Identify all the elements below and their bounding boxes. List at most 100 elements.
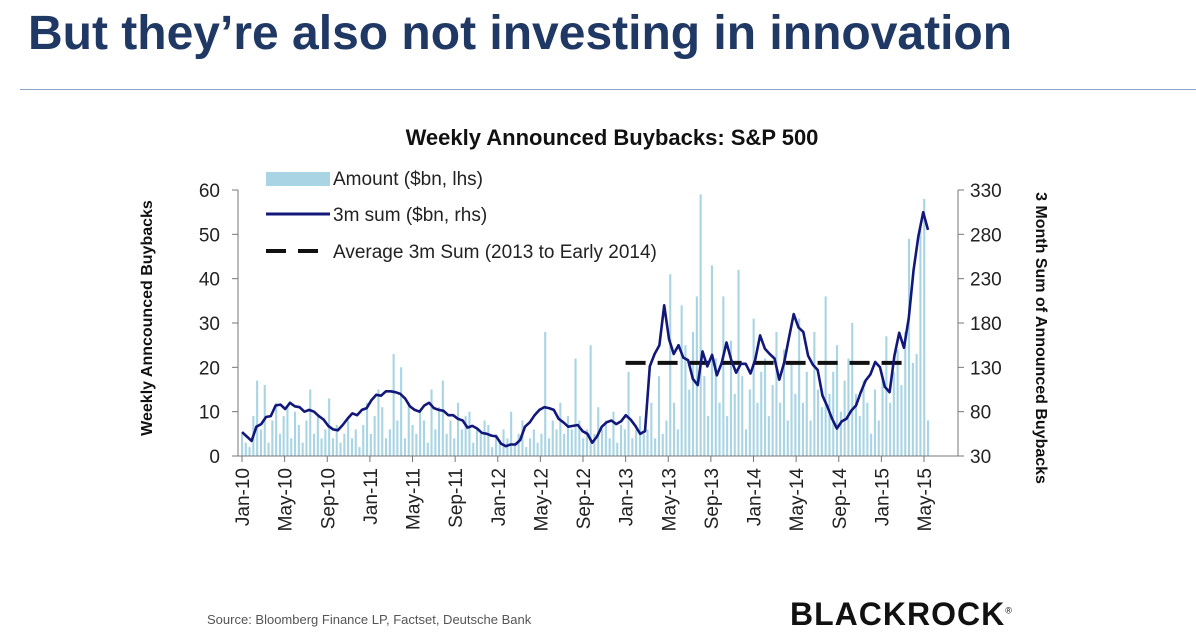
bar-amount — [441, 380, 444, 456]
bar-amount — [544, 331, 547, 456]
bar-amount — [517, 433, 520, 456]
bar-amount — [472, 442, 475, 456]
bar-amount — [881, 376, 884, 456]
bar-amount — [278, 433, 281, 456]
bar-amount — [707, 416, 710, 456]
bar-amount — [801, 402, 804, 456]
bar-amount — [695, 296, 698, 456]
bar-amount — [756, 402, 759, 456]
bar-amount — [809, 420, 812, 456]
bar-amount — [779, 402, 782, 456]
bar-amount — [817, 389, 820, 456]
legend-label-amount: Amount ($bn, lhs) — [333, 169, 483, 190]
bar-amount — [305, 420, 308, 456]
bar-amount — [498, 442, 501, 456]
bar-amount — [570, 429, 573, 456]
bar-amount — [369, 433, 372, 456]
bar-amount — [764, 358, 767, 456]
left-tick-label: 40 — [199, 270, 220, 291]
bar-amount — [358, 447, 361, 456]
x-tick-label: May-15 — [915, 468, 936, 531]
bar-amount — [487, 425, 490, 456]
bar-amount — [692, 331, 695, 456]
bar-amount — [760, 371, 763, 456]
bar-amount — [722, 296, 725, 456]
left-axis-ticks: 0 10 20 30 40 50 60 — [199, 181, 238, 468]
bar-amount — [771, 385, 774, 456]
bar-amount — [563, 433, 566, 456]
x-tick-label: Sep-12 — [574, 468, 595, 529]
bar-amount — [244, 442, 247, 456]
bar-amount — [714, 358, 717, 456]
bar-amount — [911, 362, 914, 456]
bar-amount — [767, 416, 770, 456]
bar-amount — [669, 274, 672, 456]
bar-amount — [275, 402, 278, 456]
bar-amount — [798, 318, 801, 456]
bar-amount — [919, 225, 922, 456]
bar-amount — [521, 420, 524, 456]
left-tick-label: 20 — [199, 358, 220, 379]
bar-amount — [908, 238, 911, 456]
bar-amount — [381, 407, 384, 456]
right-tick-label: 180 — [970, 314, 1002, 335]
bar-amount — [642, 433, 645, 456]
bar-amount — [434, 429, 437, 456]
left-axis-label: Weekly Anncounced Buybacks — [139, 200, 156, 436]
bar-amount — [392, 354, 395, 456]
bar-amount — [510, 411, 513, 456]
bar-amount — [449, 420, 452, 456]
x-tick-label: Sep-14 — [830, 468, 851, 530]
bar-amount — [267, 442, 270, 456]
source-note: Source: Bloomberg Finance LP, Factset, D… — [207, 612, 532, 627]
bar-amount — [631, 438, 634, 456]
bar-amount — [578, 420, 581, 456]
bar-amount — [915, 354, 918, 456]
bar-amount — [657, 376, 660, 456]
bar-amount — [385, 438, 388, 456]
right-axis-ticks: 30 80 130 180 230 280 330 — [958, 181, 1002, 468]
bar-amount — [422, 420, 425, 456]
bar-amount — [513, 442, 516, 456]
right-tick-label: 330 — [970, 181, 1002, 202]
bar-amount — [248, 447, 251, 456]
bar-amount — [377, 389, 380, 456]
x-tick-label: Sep-13 — [702, 468, 723, 529]
bar-amount — [733, 393, 736, 456]
bar-amount — [411, 425, 414, 456]
bar-amount — [612, 411, 615, 456]
bar-amount — [661, 433, 664, 456]
bar-amount — [540, 433, 543, 456]
bar-amount — [635, 429, 638, 456]
bar-amount — [407, 402, 410, 456]
bar-amount — [673, 402, 676, 456]
bar-amount — [892, 371, 895, 456]
left-tick-label: 60 — [199, 181, 220, 202]
bar-amount — [460, 429, 463, 456]
bar-amount — [604, 420, 607, 456]
bar-amount — [654, 438, 657, 456]
bar-amount — [294, 411, 297, 456]
bar-amount — [309, 389, 312, 456]
bar-amount — [347, 420, 350, 456]
bar-amount — [388, 429, 391, 456]
bar-amount — [536, 442, 539, 456]
bar-amount — [316, 416, 319, 456]
bar-amount — [851, 323, 854, 456]
bar-amount — [741, 376, 744, 456]
bar-amount — [494, 433, 497, 456]
bar-amount — [832, 371, 835, 456]
bar-amount — [858, 416, 861, 456]
bar-amount — [313, 433, 316, 456]
right-tick-label: 280 — [970, 225, 1002, 246]
bar-amount — [475, 429, 478, 456]
bar-amount — [483, 420, 486, 456]
x-tick-label: May-13 — [659, 468, 680, 531]
bar-amount — [638, 416, 641, 456]
bar-amount — [676, 429, 679, 456]
bar-amount — [566, 416, 569, 456]
bar-amount — [445, 433, 448, 456]
bar-amount — [491, 447, 494, 456]
bar-amount — [870, 433, 873, 456]
bar-amount — [241, 433, 244, 456]
